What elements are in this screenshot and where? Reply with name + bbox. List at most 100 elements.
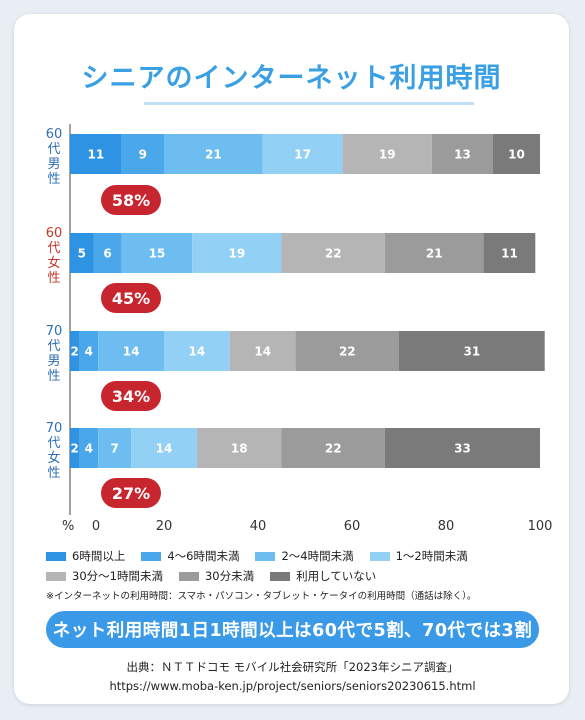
legend-label: 1〜2時間未満: [395, 549, 468, 563]
title-underline: [144, 102, 474, 105]
category-age-label: 60: [46, 226, 63, 241]
legend-item: 2〜4時間未満: [255, 548, 354, 564]
summary-banner: ネット利用時間1日1時間以上は60代で5割、70代では3割: [46, 611, 539, 648]
legend-swatch: [369, 551, 390, 561]
bar-value-label: 22: [325, 442, 342, 456]
category-age-label: 60: [46, 127, 63, 142]
legend-row: 30分〜1時間未満 30分未満 利用していない: [46, 566, 546, 586]
legend-swatch: [255, 551, 276, 561]
percent-badge-label: 34%: [112, 387, 150, 406]
category-label-char: 性: [47, 172, 60, 187]
bar-value-label: 14: [189, 345, 206, 359]
bar-segment: [98, 428, 132, 468]
bar-value-label: 14: [156, 442, 173, 456]
category-label-char: 女: [47, 255, 60, 271]
bar-value-label: 19: [379, 148, 396, 162]
category-label-char: 男: [47, 157, 60, 172]
bar-value-label: 2: [71, 442, 79, 456]
legend-label: 30分〜1時間未満: [72, 569, 163, 583]
legend-label: 30分未満: [204, 569, 255, 583]
x-tick-label: 0: [92, 519, 100, 534]
category-label-char: 性: [47, 466, 60, 481]
bar-value-label: 31: [463, 345, 480, 359]
bar-value-label: 14: [123, 345, 140, 359]
legend-swatch: [270, 571, 291, 581]
source-url: https://www.moba-ken.jp/project/seniors/…: [109, 679, 476, 693]
bar-segment: [295, 331, 399, 371]
bar-value-label: 2: [71, 345, 79, 359]
legend-item: 30分未満: [178, 568, 255, 584]
bar-segment: [70, 233, 94, 273]
bar-segment: [399, 331, 545, 371]
legend-item: 1〜2時間未満: [369, 548, 468, 564]
bar-segment: [121, 134, 164, 174]
bar-value-label: 4: [85, 345, 93, 359]
legend-item: 6時間以上: [46, 548, 125, 564]
bar-value-label: 11: [501, 247, 518, 261]
bar-segment: [384, 428, 540, 468]
bar-value-label: 10: [508, 148, 525, 162]
bar-segment: [79, 428, 99, 468]
bar-segment: [196, 428, 282, 468]
legend-swatch: [46, 551, 66, 561]
bar-value-label: 19: [228, 247, 245, 261]
bar-segment: [131, 428, 197, 468]
footnote: ※インターネットの利用時間：スマホ・パソコン・タブレット・ケータイの利用時間（通…: [46, 591, 477, 602]
bar-segment: [164, 134, 263, 174]
category-label-char: 代: [47, 436, 60, 451]
legend-item: 4〜6時間未満: [141, 548, 239, 564]
bar-segment: [493, 134, 540, 174]
bar-segment: [229, 331, 296, 371]
percent-badge: [101, 478, 161, 508]
legend-item: 利用していない: [270, 568, 376, 584]
bar-segment: [70, 428, 80, 468]
bar-value-label: 33: [454, 442, 471, 456]
percent-badge-label: 27%: [112, 484, 150, 503]
x-tick-label: 40: [250, 519, 267, 534]
chart-legend: 6時間以上 4〜6時間未満 2〜4時間未満 1〜2時間未満 30分〜1時間未満 30分未…: [46, 546, 546, 586]
bar-value-label: 5: [78, 247, 86, 261]
bar-value-label: 6: [103, 247, 111, 261]
percent-badge: [101, 381, 161, 411]
bar-segment: [121, 233, 193, 273]
bar-value-label: 13: [454, 148, 471, 162]
bar-segment: [483, 233, 536, 273]
category-label-char: 男: [47, 354, 60, 369]
category-age-label: 70: [46, 324, 63, 339]
percent-badge: [101, 185, 161, 215]
bar-value-label: 21: [426, 247, 443, 261]
x-tick-label: 80: [438, 519, 455, 534]
bar-value-label: 22: [325, 247, 342, 261]
legend-label: 4〜6時間未満: [167, 549, 240, 563]
bar-value-label: 21: [205, 148, 222, 162]
bar-segment: [192, 233, 282, 273]
bar-segment: [384, 233, 484, 273]
legend-item: 30分〜1時間未満: [46, 568, 163, 584]
legend-label: 6時間以上: [72, 549, 126, 563]
legend-row: 6時間以上 4〜6時間未満 2〜4時間未満 1〜2時間未満: [46, 546, 546, 566]
bar-value-label: 7: [110, 442, 118, 456]
bar-value-label: 11: [87, 148, 104, 162]
legend-label: 利用していない: [296, 569, 377, 583]
bar-value-label: 18: [231, 442, 248, 456]
legend-swatch: [46, 571, 66, 581]
percent-badge: [101, 283, 161, 313]
percent-badge-label: 58%: [112, 191, 150, 210]
category-label-char: 代: [47, 241, 60, 256]
x-axis-unit: %: [62, 519, 74, 534]
category-age-label: 70: [46, 421, 63, 436]
bar-segment: [262, 134, 343, 174]
legend-label: 2〜4時間未満: [281, 549, 354, 563]
bar-value-label: 9: [139, 148, 147, 162]
category-label-char: 女: [47, 450, 60, 466]
bar-segment: [342, 134, 432, 174]
bar-value-label: 22: [339, 345, 356, 359]
category-label-char: 代: [47, 142, 60, 157]
page-title: シニアのインターネット利用時間: [81, 63, 502, 94]
bar-value-label: 15: [149, 247, 166, 261]
bar-segment: [281, 233, 385, 273]
bar-value-label: 17: [294, 148, 311, 162]
x-tick-label: 60: [344, 519, 361, 534]
category-label-char: 性: [47, 271, 60, 286]
